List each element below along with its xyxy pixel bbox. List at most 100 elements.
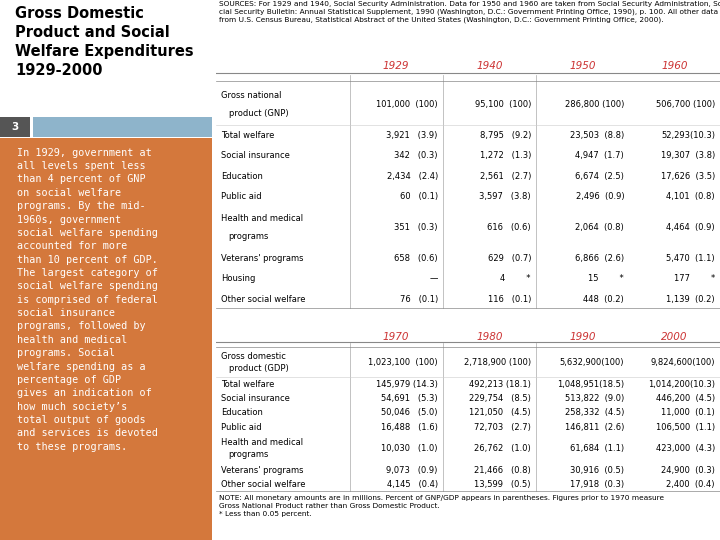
Text: Other social welfare: Other social welfare <box>221 294 305 303</box>
Text: Veterans' programs: Veterans' programs <box>221 254 304 262</box>
Text: Total welfare: Total welfare <box>221 131 274 139</box>
Bar <box>0 117 30 137</box>
Text: 351   (0.3): 351 (0.3) <box>395 223 438 232</box>
Text: 6,674  (2.5): 6,674 (2.5) <box>575 172 624 180</box>
Text: 492,213 (18.1): 492,213 (18.1) <box>469 380 531 389</box>
Text: programs: programs <box>229 450 269 460</box>
Text: 1,272   (1.3): 1,272 (1.3) <box>480 151 531 160</box>
Text: 60   (0.1): 60 (0.1) <box>400 192 438 201</box>
Text: 1,139  (0.2): 1,139 (0.2) <box>666 294 715 303</box>
Text: Public aid: Public aid <box>221 192 261 201</box>
Text: 3,597   (3.8): 3,597 (3.8) <box>480 192 531 201</box>
Text: 2,496  (0.9): 2,496 (0.9) <box>575 192 624 201</box>
Text: 3,921   (3.9): 3,921 (3.9) <box>387 131 438 139</box>
Text: 2,434   (2.4): 2,434 (2.4) <box>387 172 438 180</box>
Text: 6,866  (2.6): 6,866 (2.6) <box>575 254 624 262</box>
Text: product (GDP): product (GDP) <box>229 364 288 374</box>
Text: 24,900  (0.3): 24,900 (0.3) <box>661 465 715 475</box>
Text: 17,626  (3.5): 17,626 (3.5) <box>661 172 715 180</box>
Text: 30,916  (0.5): 30,916 (0.5) <box>570 465 624 475</box>
Text: 1,014,200(10.3): 1,014,200(10.3) <box>648 380 715 389</box>
Text: Health and medical: Health and medical <box>221 438 303 447</box>
Text: 95,100  (100): 95,100 (100) <box>474 100 531 109</box>
Text: 616   (0.6): 616 (0.6) <box>487 223 531 232</box>
Text: 116   (0.1): 116 (0.1) <box>487 294 531 303</box>
Text: Housing: Housing <box>221 274 256 283</box>
Text: 4,145   (0.4): 4,145 (0.4) <box>387 480 438 489</box>
Text: Total welfare: Total welfare <box>221 380 274 389</box>
Text: 423,000  (4.3): 423,000 (4.3) <box>656 444 715 453</box>
Text: Gross Domestic
Product and Social
Welfare Expenditures
1929-2000: Gross Domestic Product and Social Welfar… <box>15 6 194 78</box>
Text: 1950: 1950 <box>570 60 596 71</box>
Text: 342   (0.3): 342 (0.3) <box>395 151 438 160</box>
Text: 121,050   (4.5): 121,050 (4.5) <box>469 408 531 417</box>
Text: 2,561   (2.7): 2,561 (2.7) <box>480 172 531 180</box>
Text: 177        *: 177 * <box>674 274 715 283</box>
Text: 52,293(10.3): 52,293(10.3) <box>661 131 715 139</box>
Text: 13,599   (0.5): 13,599 (0.5) <box>474 480 531 489</box>
Text: 50,046   (5.0): 50,046 (5.0) <box>382 408 438 417</box>
Text: 26,762   (1.0): 26,762 (1.0) <box>474 444 531 453</box>
Text: Public aid: Public aid <box>221 423 261 431</box>
Text: 101,000  (100): 101,000 (100) <box>376 100 438 109</box>
Text: 1970: 1970 <box>383 332 410 342</box>
Text: product (GNP): product (GNP) <box>229 109 288 118</box>
Text: 106,500  (1.1): 106,500 (1.1) <box>656 423 715 431</box>
Text: 229,754   (8.5): 229,754 (8.5) <box>469 394 531 403</box>
Text: 448  (0.2): 448 (0.2) <box>583 294 624 303</box>
Bar <box>0 138 212 540</box>
Text: 72,703   (2.7): 72,703 (2.7) <box>474 423 531 431</box>
Text: 513,822  (9.0): 513,822 (9.0) <box>565 394 624 403</box>
Text: 1,048,951(18.5): 1,048,951(18.5) <box>557 380 624 389</box>
Text: 629   (0.7): 629 (0.7) <box>487 254 531 262</box>
Text: programs: programs <box>229 232 269 241</box>
Text: 21,466   (0.8): 21,466 (0.8) <box>474 465 531 475</box>
Text: Gross national: Gross national <box>221 91 282 100</box>
Text: NOTE: All monetary amounts are in millions. Percent of GNP/GDP appears in parent: NOTE: All monetary amounts are in millio… <box>219 496 664 517</box>
Text: 1929: 1929 <box>383 60 410 71</box>
Text: Health and medical: Health and medical <box>221 214 303 223</box>
Text: 4        *: 4 * <box>500 274 531 283</box>
Text: 4,101  (0.8): 4,101 (0.8) <box>666 192 715 201</box>
Text: 19,307  (3.8): 19,307 (3.8) <box>661 151 715 160</box>
Text: 146,811  (2.6): 146,811 (2.6) <box>565 423 624 431</box>
Text: 1990: 1990 <box>570 332 596 342</box>
Text: 8,795   (9.2): 8,795 (9.2) <box>480 131 531 139</box>
Text: 506,700 (100): 506,700 (100) <box>656 100 715 109</box>
Text: Gross domestic: Gross domestic <box>221 352 286 361</box>
Text: Education: Education <box>221 172 263 180</box>
Text: Other social welfare: Other social welfare <box>221 480 305 489</box>
Text: 2,400  (0.4): 2,400 (0.4) <box>667 480 715 489</box>
Text: 5,470  (1.1): 5,470 (1.1) <box>666 254 715 262</box>
Text: Social insurance: Social insurance <box>221 394 290 403</box>
Text: 9,073   (0.9): 9,073 (0.9) <box>387 465 438 475</box>
Text: 1960: 1960 <box>662 60 688 71</box>
Bar <box>33 117 212 137</box>
Text: In 1929, government at
all levels spent less
than 4 percent of GNP
on social wel: In 1929, government at all levels spent … <box>17 148 158 451</box>
Text: 3: 3 <box>12 122 19 132</box>
Text: 10,030   (1.0): 10,030 (1.0) <box>382 444 438 453</box>
Text: 76   (0.1): 76 (0.1) <box>400 294 438 303</box>
Text: 446,200  (4.5): 446,200 (4.5) <box>656 394 715 403</box>
Text: 5,632,900(100): 5,632,900(100) <box>559 358 624 367</box>
Text: 286,800 (100): 286,800 (100) <box>565 100 624 109</box>
Text: 658   (0.6): 658 (0.6) <box>394 254 438 262</box>
Text: Veterans' programs: Veterans' programs <box>221 465 304 475</box>
Text: 4,947  (1.7): 4,947 (1.7) <box>575 151 624 160</box>
Text: 258,332  (4.5): 258,332 (4.5) <box>565 408 624 417</box>
Text: 9,824,600(100): 9,824,600(100) <box>650 358 715 367</box>
Text: 2000: 2000 <box>662 332 688 342</box>
Text: 1980: 1980 <box>476 332 503 342</box>
Text: SOURCES: For 1929 and 1940, Social Security Administration. Data for 1950 and 19: SOURCES: For 1929 and 1940, Social Secur… <box>219 1 720 23</box>
Text: 16,488   (1.6): 16,488 (1.6) <box>381 423 438 431</box>
Text: Education: Education <box>221 408 263 417</box>
Text: 23,503  (8.8): 23,503 (8.8) <box>570 131 624 139</box>
Text: 17,918  (0.3): 17,918 (0.3) <box>570 480 624 489</box>
Text: Social insurance: Social insurance <box>221 151 290 160</box>
Text: 2,064  (0.8): 2,064 (0.8) <box>575 223 624 232</box>
Text: 11,000  (0.1): 11,000 (0.1) <box>661 408 715 417</box>
Text: 1,023,100  (100): 1,023,100 (100) <box>368 358 438 367</box>
Text: 145,979 (14.3): 145,979 (14.3) <box>376 380 438 389</box>
Text: 15        *: 15 * <box>588 274 624 283</box>
Text: 54,691   (5.3): 54,691 (5.3) <box>381 394 438 403</box>
